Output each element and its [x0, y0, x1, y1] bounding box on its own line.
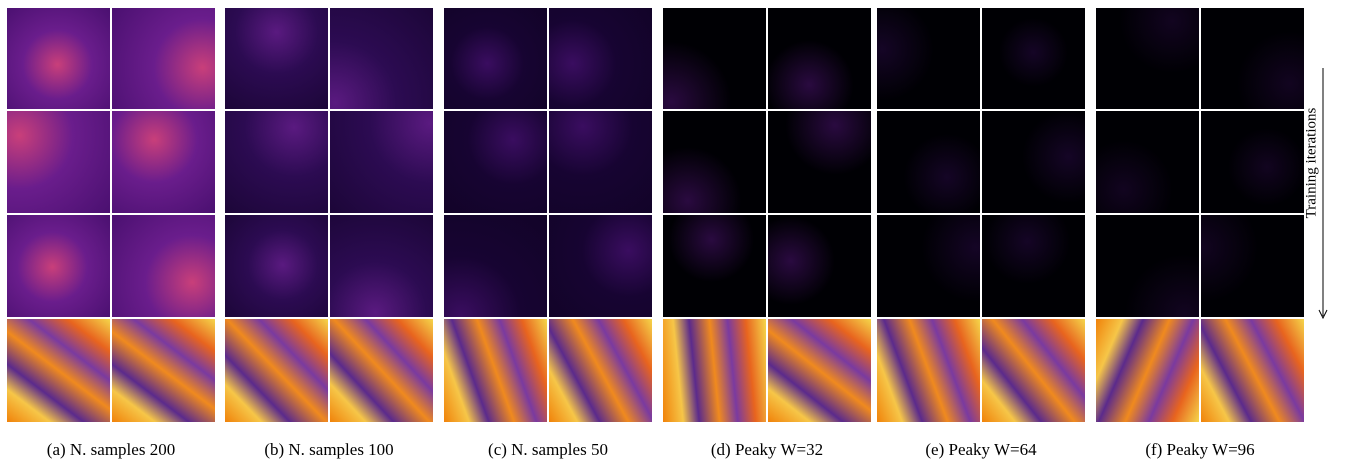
heatmap-tile — [7, 215, 110, 317]
prediction-tile — [225, 319, 328, 422]
prediction-tile — [663, 319, 766, 422]
heatmap-tile — [7, 111, 110, 213]
heatmap-tile — [982, 8, 1085, 109]
prediction-tile — [1201, 319, 1304, 422]
heatmap-tile — [877, 215, 980, 317]
heatmap-tile — [982, 111, 1085, 213]
heatmap-tile — [225, 111, 328, 213]
heatmap-tile — [1201, 111, 1304, 213]
prediction-tile — [7, 319, 110, 422]
heatmap-tile — [1096, 215, 1199, 317]
heatmap-tile — [877, 8, 980, 109]
prediction-tile — [877, 319, 980, 422]
heatmap-tile — [330, 8, 433, 109]
caption: (b) N. samples 100 — [264, 440, 394, 459]
heatmap-tile — [768, 215, 871, 317]
prediction-tile — [549, 319, 652, 422]
caption: (e) Peaky W=64 — [925, 440, 1037, 459]
heatmap-tile — [330, 111, 433, 213]
heatmap-tile — [768, 8, 871, 109]
caption: (c) N. samples 50 — [488, 440, 608, 459]
heatmap-tile — [444, 8, 547, 109]
prediction-tile — [1096, 319, 1199, 422]
prediction-tile — [982, 319, 1085, 422]
arrow-head — [1318, 309, 1328, 320]
heatmap-tile — [1201, 8, 1304, 109]
heatmap-tile — [444, 111, 547, 213]
heatmap-tile — [663, 8, 766, 109]
heatmap-tile — [663, 111, 766, 213]
heatmap-tile — [1201, 215, 1304, 317]
heatmap-tile — [7, 8, 110, 109]
heatmap-tile — [330, 215, 433, 317]
heatmap-tile — [444, 215, 547, 317]
heatmap-tile — [549, 8, 652, 109]
prediction-tile — [112, 319, 215, 422]
heatmap-tile — [768, 111, 871, 213]
side-label: Training iterations — [1303, 107, 1320, 219]
heatmap-tile — [663, 215, 766, 317]
prediction-tile — [768, 319, 871, 422]
prediction-tile — [444, 319, 547, 422]
caption: (d) Peaky W=32 — [710, 440, 824, 459]
caption: (f) Peaky W=96 — [1145, 440, 1255, 459]
heatmap-tile — [1096, 8, 1199, 109]
heatmap-tile — [225, 8, 328, 109]
heatmap-tile — [1096, 111, 1199, 213]
heatmap-tile — [112, 8, 215, 109]
heatmap-tile — [877, 111, 980, 213]
heatmap-tile — [225, 215, 328, 317]
prediction-tile — [330, 319, 433, 422]
heatmap-tile — [549, 111, 652, 213]
heatmap-tile — [112, 111, 215, 213]
heatmap-tile — [982, 215, 1085, 317]
heatmap-tile — [112, 215, 215, 317]
caption: (a) N. samples 200 — [46, 440, 176, 459]
heatmap-tile — [549, 215, 652, 317]
